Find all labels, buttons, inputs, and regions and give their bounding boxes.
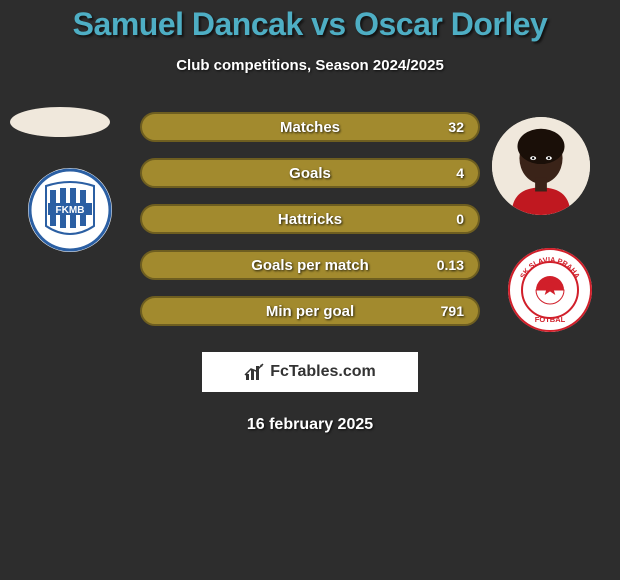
stat-value-right: 0 xyxy=(456,211,464,227)
svg-text:FOTBAL: FOTBAL xyxy=(535,315,566,324)
player-left-avatar xyxy=(10,107,110,137)
player-right-avatar xyxy=(492,117,590,215)
stat-value-right: 791 xyxy=(441,303,464,319)
stat-row: Goals 4 xyxy=(140,158,480,188)
stat-bars: Matches 32 Goals 4 Hattricks 0 Goals per… xyxy=(140,112,480,342)
club-right-crest: SK SLAVIA PRAHA FOTBAL xyxy=(508,248,592,332)
stat-label: Goals xyxy=(142,165,478,182)
stat-value-right: 4 xyxy=(456,165,464,181)
snapshot-date: 16 february 2025 xyxy=(0,416,620,434)
stat-row: Hattricks 0 xyxy=(140,204,480,234)
stat-row: Goals per match 0.13 xyxy=(140,250,480,280)
stat-value-right: 0.13 xyxy=(437,257,464,273)
stat-label: Hattricks xyxy=(142,211,478,228)
stats-area: FKMB SK SLAVIA PRAHA FOTBAL Matches 32 G… xyxy=(0,112,620,342)
stat-label: Matches xyxy=(142,119,478,136)
stat-label: Goals per match xyxy=(142,257,478,274)
brand-box[interactable]: FcTables.com xyxy=(202,352,418,392)
stat-label: Min per goal xyxy=(142,303,478,320)
club-left-crest: FKMB xyxy=(28,168,112,252)
bar-chart-icon xyxy=(244,362,266,382)
stat-row: Matches 32 xyxy=(140,112,480,142)
stat-row: Min per goal 791 xyxy=(140,296,480,326)
stat-value-right: 32 xyxy=(448,119,464,135)
subtitle: Club competitions, Season 2024/2025 xyxy=(0,57,620,74)
svg-text:FKMB: FKMB xyxy=(56,205,85,216)
comparison-title: Samuel Dancak vs Oscar Dorley xyxy=(0,0,620,43)
brand-text: FcTables.com xyxy=(270,363,376,381)
